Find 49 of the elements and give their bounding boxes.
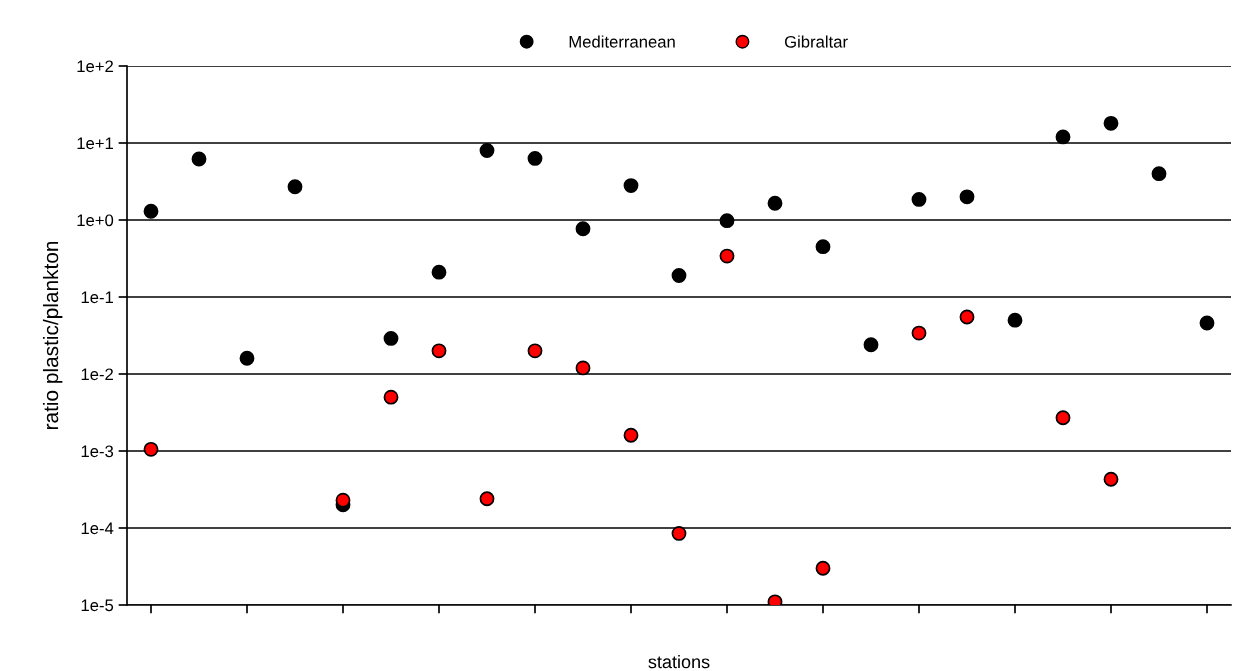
y-tick-label: 1e+2 <box>77 60 113 73</box>
y-tick-label: 1e+0 <box>77 214 114 227</box>
point <box>623 427 639 443</box>
point <box>1055 129 1071 145</box>
point <box>575 360 591 376</box>
point <box>383 389 399 405</box>
y-tick-label: 1e-1 <box>81 291 113 304</box>
point <box>863 337 879 353</box>
point <box>1103 471 1119 487</box>
x-axis-title: stations <box>648 655 710 669</box>
point <box>767 195 783 211</box>
point <box>143 203 159 219</box>
point <box>287 179 303 195</box>
point <box>191 151 207 167</box>
point <box>431 343 447 359</box>
point <box>1055 410 1071 426</box>
point <box>719 248 735 264</box>
point <box>335 492 351 508</box>
point <box>383 330 399 346</box>
point <box>815 239 831 255</box>
legend-label: Mediterranean <box>569 35 675 48</box>
y-tick-label: 1e-4 <box>81 522 114 535</box>
y-tick-label: 1e+1 <box>77 137 113 150</box>
point <box>239 350 255 366</box>
point <box>911 325 927 341</box>
point <box>431 264 447 280</box>
y-tick-label: 1e-3 <box>81 445 114 458</box>
point <box>1199 315 1215 331</box>
point <box>671 526 687 541</box>
point <box>815 560 831 576</box>
point <box>911 192 927 207</box>
point <box>959 309 975 325</box>
point <box>143 441 159 457</box>
point <box>527 151 543 166</box>
point <box>527 343 543 359</box>
point <box>479 143 495 158</box>
point <box>959 189 975 205</box>
point <box>1007 312 1023 328</box>
y-tick-label: 1e-2 <box>81 368 113 381</box>
y-tick-label: 1e-5 <box>81 599 114 612</box>
point <box>575 221 591 237</box>
point <box>1151 166 1167 182</box>
legend-label: Gibraltar <box>784 35 848 48</box>
point <box>623 178 639 193</box>
point <box>671 268 687 283</box>
point <box>479 491 495 507</box>
point <box>1103 115 1119 131</box>
point <box>719 213 735 229</box>
y-axis-title: ratio plastic/plankton <box>42 241 63 430</box>
